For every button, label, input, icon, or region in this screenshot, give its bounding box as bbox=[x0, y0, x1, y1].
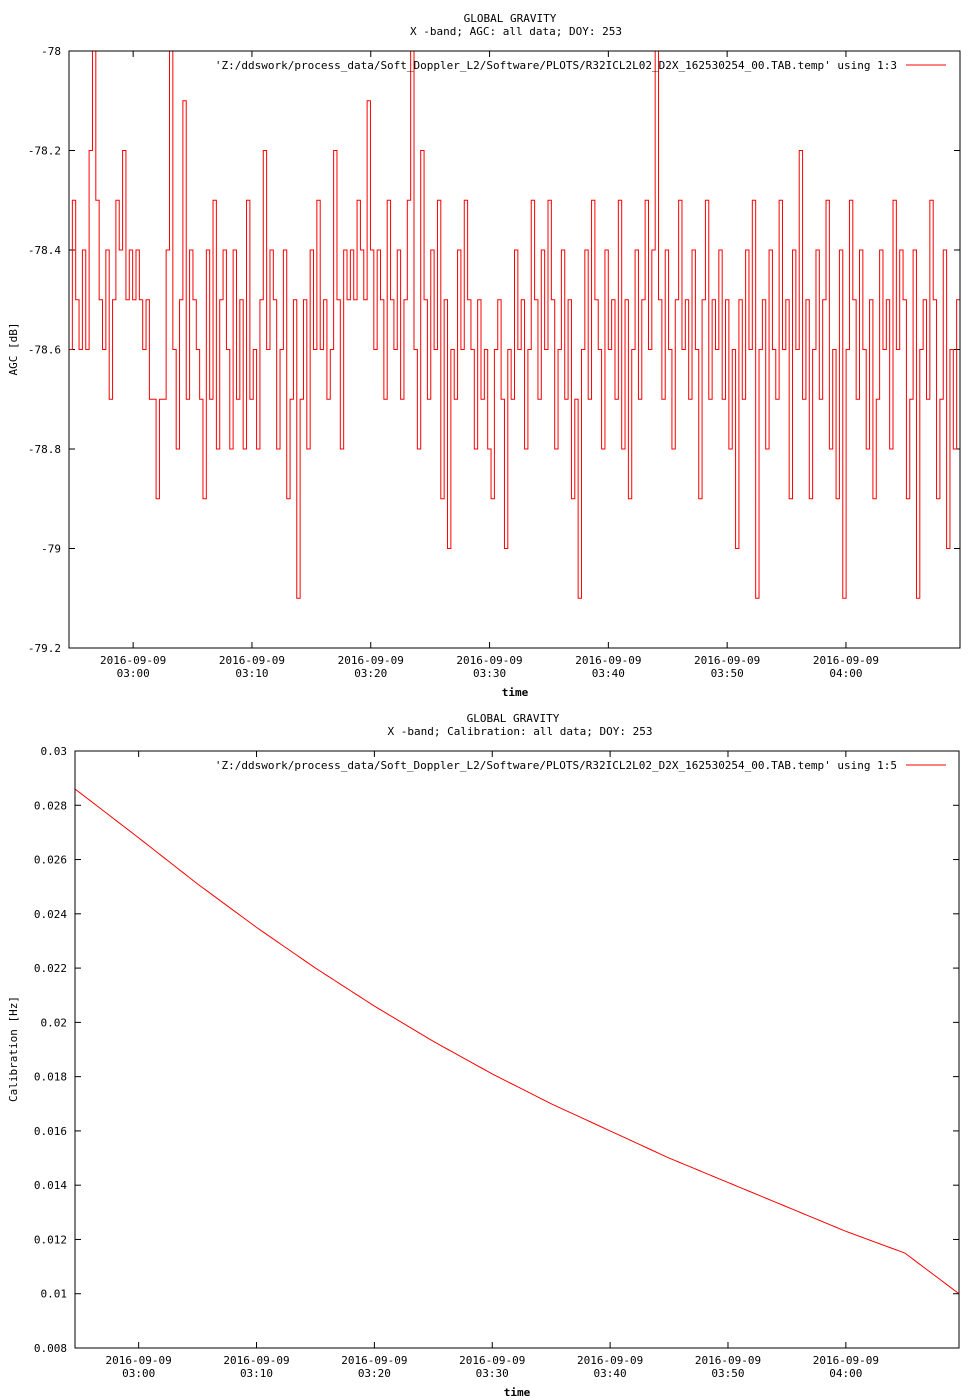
agc-chart-title: GLOBAL GRAVITY bbox=[464, 12, 557, 25]
agc-x-tick-date: 2016-09-09 bbox=[575, 654, 641, 667]
agc-y-tick-label: -79.2 bbox=[28, 642, 61, 655]
calibration-x-tick-time: 03:40 bbox=[594, 1367, 627, 1380]
calibration-x-axis-ticks: 2016-09-0903:002016-09-0903:102016-09-09… bbox=[106, 751, 879, 1380]
agc-plot-frame bbox=[68, 50, 961, 649]
calibration-series-line bbox=[74, 788, 960, 1295]
agc-y-tick-label: -78 bbox=[41, 45, 61, 58]
calibration-y-tick-label: 0.022 bbox=[34, 962, 67, 975]
agc-x-tick-time: 03:40 bbox=[592, 667, 625, 680]
agc-x-tick-time: 03:10 bbox=[235, 667, 268, 680]
calibration-y-tick-label: 0.012 bbox=[34, 1233, 67, 1246]
agc-x-tick-date: 2016-09-09 bbox=[813, 654, 879, 667]
calibration-chart-title: GLOBAL GRAVITY bbox=[467, 712, 560, 725]
calibration-chart-subtitle: X -band; Calibration: all data; DOY: 253 bbox=[388, 725, 653, 738]
calibration-y-tick-label: 0.02 bbox=[41, 1016, 68, 1029]
agc-x-tick-time: 03:50 bbox=[711, 667, 744, 680]
calibration-y-tick-label: 0.016 bbox=[34, 1125, 67, 1138]
calibration-x-tick-date: 2016-09-09 bbox=[223, 1354, 289, 1367]
calibration-y-tick-label: 0.008 bbox=[34, 1342, 67, 1355]
agc-x-axis-label: time bbox=[502, 686, 529, 699]
calibration-x-tick-date: 2016-09-09 bbox=[341, 1354, 407, 1367]
calibration-legend-label: 'Z:/ddswork/process_data/Soft_Doppler_L2… bbox=[215, 759, 897, 772]
calibration-x-tick-time: 03:20 bbox=[358, 1367, 391, 1380]
agc-series-line bbox=[69, 50, 961, 599]
calibration-y-axis-label: Calibration [Hz] bbox=[7, 996, 20, 1102]
calibration-legend: 'Z:/ddswork/process_data/Soft_Doppler_L2… bbox=[215, 759, 946, 772]
calibration-y-tick-label: 0.01 bbox=[41, 1288, 68, 1301]
calibration-y-tick-label: 0.03 bbox=[41, 745, 68, 758]
agc-x-tick-time: 03:20 bbox=[354, 667, 387, 680]
agc-x-tick-time: 04:00 bbox=[829, 667, 862, 680]
agc-y-axis-label: AGC [dB] bbox=[7, 323, 20, 376]
agc-x-axis-ticks: 2016-09-0903:002016-09-0903:102016-09-09… bbox=[100, 51, 879, 680]
calibration-x-tick-date: 2016-09-09 bbox=[695, 1354, 761, 1367]
calibration-x-axis-label: time bbox=[504, 1386, 531, 1399]
agc-x-tick-date: 2016-09-09 bbox=[100, 654, 166, 667]
calibration-y-tick-label: 0.014 bbox=[34, 1179, 67, 1192]
agc-chart-subtitle: X -band; AGC: all data; DOY: 253 bbox=[410, 25, 622, 38]
agc-x-tick-time: 03:00 bbox=[117, 667, 150, 680]
calibration-x-tick-time: 03:30 bbox=[476, 1367, 509, 1380]
agc-y-tick-label: -78.4 bbox=[28, 244, 61, 257]
agc-legend-label: 'Z:/ddswork/process_data/Soft_Doppler_L2… bbox=[215, 59, 897, 72]
calibration-x-tick-date: 2016-09-09 bbox=[577, 1354, 643, 1367]
agc-y-tick-label: -79 bbox=[41, 543, 61, 556]
calibration-x-tick-date: 2016-09-09 bbox=[813, 1354, 879, 1367]
calibration-x-tick-date: 2016-09-09 bbox=[106, 1354, 172, 1367]
agc-chart: GLOBAL GRAVITY X -band; AGC: all data; D… bbox=[7, 12, 961, 699]
calibration-plot-frame bbox=[74, 750, 960, 1349]
calibration-x-tick-date: 2016-09-09 bbox=[459, 1354, 525, 1367]
agc-y-tick-label: -78.8 bbox=[28, 443, 61, 456]
calibration-x-tick-time: 04:00 bbox=[829, 1367, 862, 1380]
agc-x-tick-time: 03:30 bbox=[473, 667, 506, 680]
calibration-x-tick-time: 03:50 bbox=[711, 1367, 744, 1380]
agc-x-tick-date: 2016-09-09 bbox=[219, 654, 285, 667]
agc-x-tick-date: 2016-09-09 bbox=[338, 654, 404, 667]
calibration-chart: GLOBAL GRAVITY X -band; Calibration: all… bbox=[7, 712, 960, 1399]
calibration-y-tick-label: 0.018 bbox=[34, 1071, 67, 1084]
calibration-x-tick-time: 03:00 bbox=[122, 1367, 155, 1380]
agc-x-tick-date: 2016-09-09 bbox=[694, 654, 760, 667]
agc-x-tick-date: 2016-09-09 bbox=[456, 654, 522, 667]
agc-y-tick-label: -78.2 bbox=[28, 145, 61, 158]
calibration-y-tick-label: 0.026 bbox=[34, 854, 67, 867]
calibration-x-tick-time: 03:10 bbox=[240, 1367, 273, 1380]
agc-legend: 'Z:/ddswork/process_data/Soft_Doppler_L2… bbox=[215, 59, 946, 72]
calibration-y-tick-label: 0.028 bbox=[34, 799, 67, 812]
agc-y-tick-label: -78.6 bbox=[28, 344, 61, 357]
calibration-y-tick-label: 0.024 bbox=[34, 908, 67, 921]
